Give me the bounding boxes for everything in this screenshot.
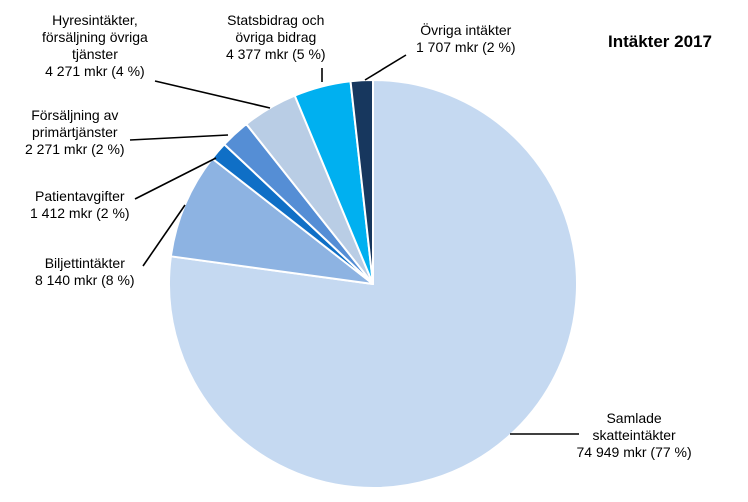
slice-label-value: 1 412 mkr (2 %): [30, 205, 130, 221]
leader-line: [142, 204, 186, 267]
slice-label-value: 1 707 mkr (2 %): [416, 39, 516, 55]
leader-line: [129, 134, 229, 141]
pie-slice: [349, 78, 374, 285]
slice-label-name: Statsbidrag och: [227, 12, 325, 28]
slice-label-name: skatteintäkter: [592, 427, 676, 443]
leader-line: [154, 80, 271, 109]
slice-label-value: 2 271 mkr (2 %): [25, 141, 125, 157]
slice-label-name: tjänster: [71, 46, 118, 62]
slice-label-name: Samlade: [606, 410, 662, 426]
slice-label: Försäljning av primärtjänster 2 271 mkr (2…: [25, 107, 125, 158]
slice-label-value: 4 271 mkr (4 %): [45, 63, 145, 79]
slice-label-name: primärtjänster: [32, 124, 118, 140]
chart-title: Intäkter 2017: [608, 32, 712, 51]
slice-label: Hyresintäkter, försäljning övriga tjänster…: [42, 12, 148, 80]
slice-label-name: Biljettintäkter: [44, 255, 125, 271]
slice-label-name: försäljning övriga: [42, 29, 148, 45]
leader-line: [364, 54, 407, 81]
slice-label-value: 74 949 mkr (77 %): [576, 444, 692, 460]
slice-label-name: Övriga intäkter: [420, 22, 512, 38]
slice-label: Övriga intäkter 1 707 mkr (2 %): [416, 22, 516, 56]
slice-label: Statsbidrag och övriga bidrag 4 377 mkr (5…: [226, 12, 326, 63]
slice-label: Samlade skatteintäkter 74 949 mkr (77 %): [577, 410, 692, 461]
slice-label-value: 8 140 mkr (8 %): [35, 272, 135, 288]
slice-label-name: Försäljning av: [31, 107, 119, 123]
leader-line: [134, 157, 217, 200]
slice-label: Biljettintäkter 8 140 mkr (8 %): [35, 255, 135, 289]
slice-label: Patientavgifter 1 412 mkr (2 %): [30, 188, 130, 222]
slice-label-name: Patientavgifter: [35, 188, 125, 204]
slice-label-name: övriga bidrag: [235, 29, 317, 45]
slice-label-value: 4 377 mkr (5 %): [226, 46, 326, 62]
slice-label-name: Hyresintäkter,: [52, 12, 138, 28]
